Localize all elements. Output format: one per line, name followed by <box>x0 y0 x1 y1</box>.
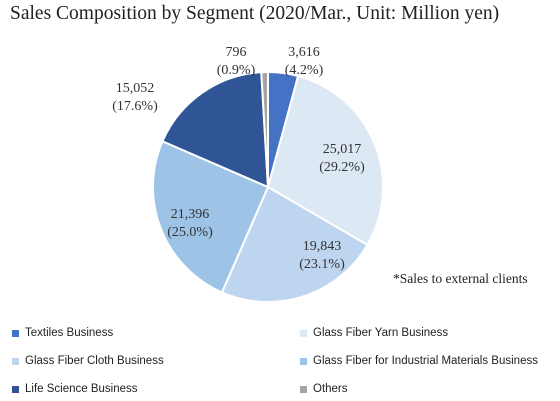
legend-swatch <box>12 329 19 337</box>
legend-item: Glass Fiber for Industrial Materials Bus… <box>300 353 538 369</box>
legend-item: Glass Fiber Yarn Business <box>300 325 448 341</box>
chart-title: Sales Composition by Segment (2020/Mar.,… <box>10 3 500 24</box>
slice-percent-label: (23.1%) <box>299 257 345 272</box>
legend-label: Others <box>313 383 348 395</box>
legend-item: Others <box>300 381 348 397</box>
legend-swatch <box>300 329 307 337</box>
slice-percent-label: (25.0%) <box>167 225 213 240</box>
legend-label: Life Science Business <box>25 383 138 395</box>
pie-slice-2 <box>220 185 369 303</box>
legend-label: Glass Fiber Yarn Business <box>313 327 449 339</box>
pie-slices <box>152 70 384 303</box>
slice-value-label: 3,616 <box>288 45 320 60</box>
slice-percent-label: (29.2%) <box>319 160 365 175</box>
legend-swatch <box>12 357 19 365</box>
legend-label: Glass Fiber Cloth Business <box>25 355 164 367</box>
pie-slice-4 <box>161 71 270 189</box>
slice-value-label: 15,052 <box>116 81 155 96</box>
pie-labels: 3,616 (4.2%) 25,017 (29.2%) 19,843 (23.1%) 21,… <box>112 45 365 272</box>
slice-value-label: 796 <box>226 45 247 60</box>
slice-value-label: 25,017 <box>323 142 362 157</box>
legend-label: Textiles Business <box>25 327 114 339</box>
slice-percent-label: (4.2%) <box>285 63 324 78</box>
pie-slice-5 <box>260 70 269 188</box>
slice-percent-label: (0.9%) <box>217 63 256 78</box>
legend-swatch <box>300 385 307 393</box>
footnote: *Sales to external clients <box>393 271 528 286</box>
pie-slice-3 <box>152 139 270 294</box>
legend-item: Textiles Business <box>12 325 113 341</box>
legend-item: Glass Fiber Cloth Business <box>12 353 164 369</box>
slice-percent-label: (17.6%) <box>112 99 158 114</box>
legend-item: Life Science Business <box>12 381 138 397</box>
legend-label: Glass Fiber for Industrial Materials Bus… <box>313 355 538 367</box>
legend-swatch <box>12 385 19 393</box>
legend-swatch <box>300 357 307 365</box>
slice-value-label: 19,843 <box>303 239 342 254</box>
slice-value-label: 21,396 <box>171 207 210 222</box>
